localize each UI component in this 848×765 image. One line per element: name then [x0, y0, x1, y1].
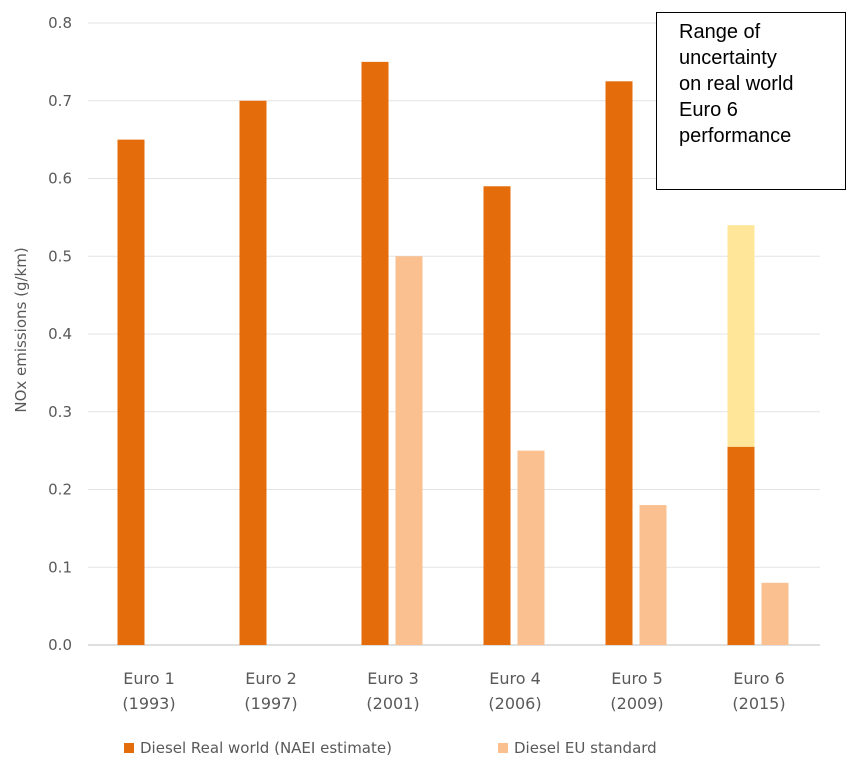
legend-swatch-eu-standard — [498, 743, 508, 753]
bar-real-world — [361, 61, 389, 645]
x-category-label: Euro 4 — [489, 669, 541, 688]
y-tick-label: 0.2 — [48, 481, 72, 499]
bar-real-world — [727, 446, 755, 645]
y-tick-label: 0.8 — [48, 14, 72, 32]
y-tick-label: 0.1 — [48, 558, 72, 576]
annotation-line: Range of — [679, 21, 761, 43]
y-tick-label: 0.0 — [48, 636, 72, 654]
bar-eu-standard — [517, 450, 545, 645]
legend-label-eu-standard: Diesel EU standard — [514, 739, 657, 757]
y-tick-label: 0.4 — [48, 325, 72, 343]
x-category-year: (2001) — [366, 694, 419, 713]
gridlines — [88, 22, 820, 646]
x-category-year: (1997) — [244, 694, 297, 713]
y-tick-label: 0.3 — [48, 403, 72, 421]
bar-real-world — [117, 139, 145, 645]
annotation-line: uncertainty — [679, 47, 777, 69]
bar-eu-standard — [395, 256, 423, 645]
x-category-label: Euro 6 — [733, 669, 785, 688]
annotation-box: Range of uncertainty on real world Euro … — [656, 12, 846, 190]
x-category-label: Euro 2 — [245, 669, 297, 688]
x-category-year: (1993) — [122, 694, 175, 713]
annotation-line: performance — [679, 125, 792, 147]
x-category-year: (2006) — [488, 694, 541, 713]
y-tick-label: 0.7 — [48, 92, 72, 110]
bar-uncertainty-range — [727, 225, 755, 447]
legend: Diesel Real world (NAEI estimate) Diesel… — [124, 739, 657, 757]
y-axis-ticks: 0.0 0.1 0.2 0.3 0.4 0.5 0.6 0.7 0.8 — [48, 14, 72, 654]
bars — [117, 61, 789, 645]
x-category-label: Euro 5 — [611, 669, 663, 688]
annotation-line: on real world — [679, 73, 794, 95]
y-tick-label: 0.5 — [48, 247, 72, 265]
x-category-year: (2009) — [610, 694, 663, 713]
y-tick-label: 0.6 — [48, 170, 72, 188]
y-axis-label: NOx emissions (g/km) — [12, 247, 30, 412]
x-category-label: Euro 3 — [367, 669, 419, 688]
annotation-line: Euro 6 — [679, 99, 738, 121]
x-axis-categories: Euro 1 (1993) Euro 2 (1997) Euro 3 (2001) Euro… — [122, 669, 785, 713]
x-category-label: Euro 1 — [123, 669, 175, 688]
bar-eu-standard — [639, 505, 667, 645]
bar-eu-standard — [761, 582, 789, 645]
bar-real-world — [605, 81, 633, 645]
legend-swatch-real-world — [124, 743, 134, 753]
legend-label-real-world: Diesel Real world (NAEI estimate) — [140, 739, 392, 757]
bar-real-world — [239, 100, 267, 645]
bar-real-world — [483, 186, 511, 645]
x-category-year: (2015) — [732, 694, 785, 713]
